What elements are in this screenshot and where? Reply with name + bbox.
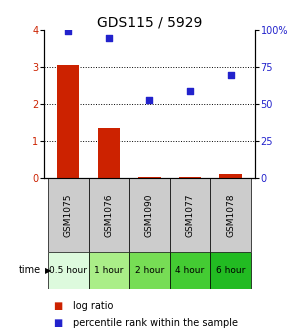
Point xyxy=(188,88,192,93)
Bar xyxy=(210,252,251,289)
Bar xyxy=(48,178,88,252)
Title: GDS115 / 5929: GDS115 / 5929 xyxy=(97,15,202,29)
Bar xyxy=(57,66,79,178)
Text: time: time xyxy=(19,265,41,276)
Bar xyxy=(88,178,129,252)
Text: ■: ■ xyxy=(53,318,62,328)
Text: 6 hour: 6 hour xyxy=(216,266,245,275)
Text: log ratio: log ratio xyxy=(73,301,114,311)
Bar xyxy=(210,178,251,252)
Bar xyxy=(48,252,88,289)
Text: GSM1076: GSM1076 xyxy=(104,193,113,237)
Point xyxy=(147,97,152,102)
Text: GSM1077: GSM1077 xyxy=(185,193,195,237)
Bar xyxy=(129,178,170,252)
Bar xyxy=(98,128,120,178)
Text: 1 hour: 1 hour xyxy=(94,266,124,275)
Text: percentile rank within the sample: percentile rank within the sample xyxy=(73,318,238,328)
Bar xyxy=(179,177,201,178)
Text: GSM1075: GSM1075 xyxy=(64,193,73,237)
Text: GSM1090: GSM1090 xyxy=(145,193,154,237)
Text: 0.5 hour: 0.5 hour xyxy=(49,266,87,275)
Point xyxy=(66,28,71,34)
Text: GSM1078: GSM1078 xyxy=(226,193,235,237)
Bar xyxy=(88,252,129,289)
Bar xyxy=(170,252,210,289)
Text: ▶: ▶ xyxy=(45,266,52,275)
Point xyxy=(107,36,111,41)
Bar xyxy=(138,177,161,178)
Text: 2 hour: 2 hour xyxy=(135,266,164,275)
Text: 4 hour: 4 hour xyxy=(176,266,205,275)
Point xyxy=(228,73,233,78)
Bar xyxy=(129,252,170,289)
Bar xyxy=(170,178,210,252)
Bar xyxy=(219,174,242,178)
Text: ■: ■ xyxy=(53,301,62,311)
